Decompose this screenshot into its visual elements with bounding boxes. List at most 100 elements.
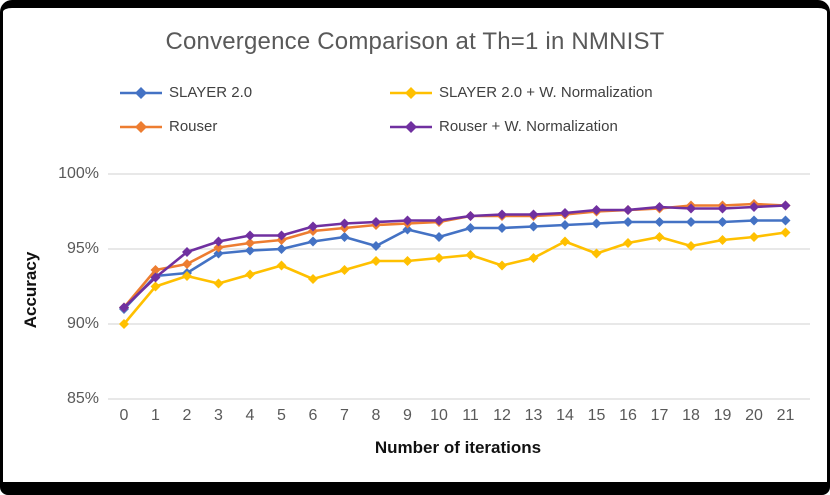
legend: SLAYER 2.0 SLAYER 2.0 + W. Normalization…	[120, 84, 653, 135]
data-point-marker	[497, 223, 507, 233]
data-point-marker	[213, 242, 224, 253]
data-point-marker	[780, 227, 791, 238]
x-tick-label: 19	[713, 407, 732, 424]
data-point-marker	[749, 232, 759, 242]
data-point-marker	[591, 218, 602, 229]
data-point-marker	[371, 241, 381, 251]
x-tick-label: 11	[462, 407, 479, 424]
data-point-marker	[213, 248, 224, 259]
data-point-marker	[749, 215, 759, 226]
x-tick-label: 4	[245, 407, 255, 424]
data-point-marker	[182, 271, 192, 281]
data-point-marker	[654, 217, 665, 227]
y-tick-label: 85%	[66, 390, 99, 407]
data-point-marker	[434, 215, 444, 226]
data-point-marker	[402, 215, 413, 226]
x-tick-label: 10	[430, 407, 448, 424]
data-point-marker	[339, 265, 350, 275]
x-tick-label: 3	[214, 407, 223, 424]
data-point-marker	[182, 259, 192, 269]
data-point-marker	[339, 232, 350, 242]
x-tick-label: 0	[119, 407, 129, 424]
data-point-marker	[780, 200, 791, 211]
data-point-marker	[465, 223, 476, 233]
x-tick-label: 18	[682, 407, 700, 424]
data-point-marker	[560, 208, 570, 218]
data-point-marker	[528, 209, 539, 220]
data-point-marker	[465, 250, 476, 260]
chart-title: Convergence Comparison at Th=1 in NMNIST	[165, 28, 665, 55]
data-point-marker	[213, 236, 224, 247]
data-point-marker	[434, 253, 444, 263]
data-point-marker	[528, 253, 539, 263]
data-point-marker	[497, 209, 507, 220]
data-point-marker	[245, 245, 255, 256]
data-point-marker	[560, 220, 570, 230]
data-point-marker	[591, 248, 602, 259]
data-point-marker	[213, 278, 224, 289]
line-diamond-marker-icon	[390, 86, 432, 99]
x-tick-label: 9	[403, 407, 412, 424]
data-point-marker	[276, 244, 287, 254]
data-point-marker	[371, 217, 381, 227]
y-axis-title: Accuracy	[21, 251, 40, 329]
data-point-marker	[749, 202, 759, 212]
data-point-marker	[686, 241, 696, 251]
x-tick-label: 2	[182, 407, 192, 424]
x-tick-label: 21	[776, 407, 795, 424]
data-point-marker	[591, 205, 602, 215]
y-tick-label: 95%	[66, 240, 99, 257]
data-point-marker	[150, 272, 161, 283]
data-point-marker	[402, 256, 413, 266]
x-tick-label: 15	[587, 407, 606, 424]
plot-area	[108, 173, 810, 400]
x-tick-label: 8	[371, 407, 381, 424]
data-point-marker	[276, 230, 287, 241]
line-diamond-marker-icon	[390, 120, 432, 133]
data-point-marker	[717, 235, 728, 245]
data-point-marker	[528, 221, 539, 232]
legend-item-rouser-wnorm: Rouser + W. Normalization	[390, 118, 653, 135]
data-point-marker	[245, 269, 255, 280]
x-tick-label: 17	[650, 407, 669, 424]
x-tick-label: 6	[308, 407, 318, 424]
data-point-marker	[402, 224, 413, 235]
legend-label: Rouser + W. Normalization	[439, 118, 618, 135]
data-point-marker	[119, 319, 129, 329]
x-tick-label: 14	[556, 407, 574, 424]
legend-label: SLAYER 2.0 + W. Normalization	[439, 84, 653, 101]
data-point-marker	[686, 217, 696, 227]
data-point-marker	[497, 260, 507, 271]
legend-label: Rouser	[169, 118, 218, 135]
x-tick-label: 12	[493, 407, 511, 424]
data-point-marker	[150, 281, 161, 292]
x-tick-label: 1	[151, 407, 160, 424]
data-point-marker	[119, 302, 129, 313]
x-axis-title: Number of iterations	[374, 438, 542, 457]
data-point-marker	[371, 256, 381, 266]
legend-item-slayer-wnorm: SLAYER 2.0 + W. Normalization	[390, 84, 653, 101]
data-point-marker	[654, 232, 665, 242]
y-tick-label: 90%	[66, 315, 99, 332]
data-point-marker	[780, 215, 791, 226]
data-point-marker	[654, 202, 665, 212]
data-point-marker	[308, 221, 318, 232]
data-point-marker	[717, 217, 728, 227]
data-point-marker	[465, 211, 476, 221]
x-tick-label: 13	[524, 407, 543, 424]
data-point-marker	[150, 265, 161, 275]
data-point-marker	[245, 238, 255, 248]
data-point-marker	[686, 203, 696, 214]
legend-item-slayer: SLAYER 2.0	[120, 84, 390, 101]
series-line	[123, 219, 786, 310]
data-point-marker	[182, 247, 192, 257]
data-point-marker	[623, 238, 633, 248]
data-point-marker	[623, 217, 633, 227]
series-line	[123, 231, 786, 325]
legend-item-rouser: Rouser	[120, 118, 390, 135]
y-tick-label: 100%	[58, 165, 99, 182]
x-tick-label: 20	[745, 407, 763, 424]
x-tick-label: 5	[277, 407, 286, 424]
data-point-marker	[434, 232, 444, 242]
